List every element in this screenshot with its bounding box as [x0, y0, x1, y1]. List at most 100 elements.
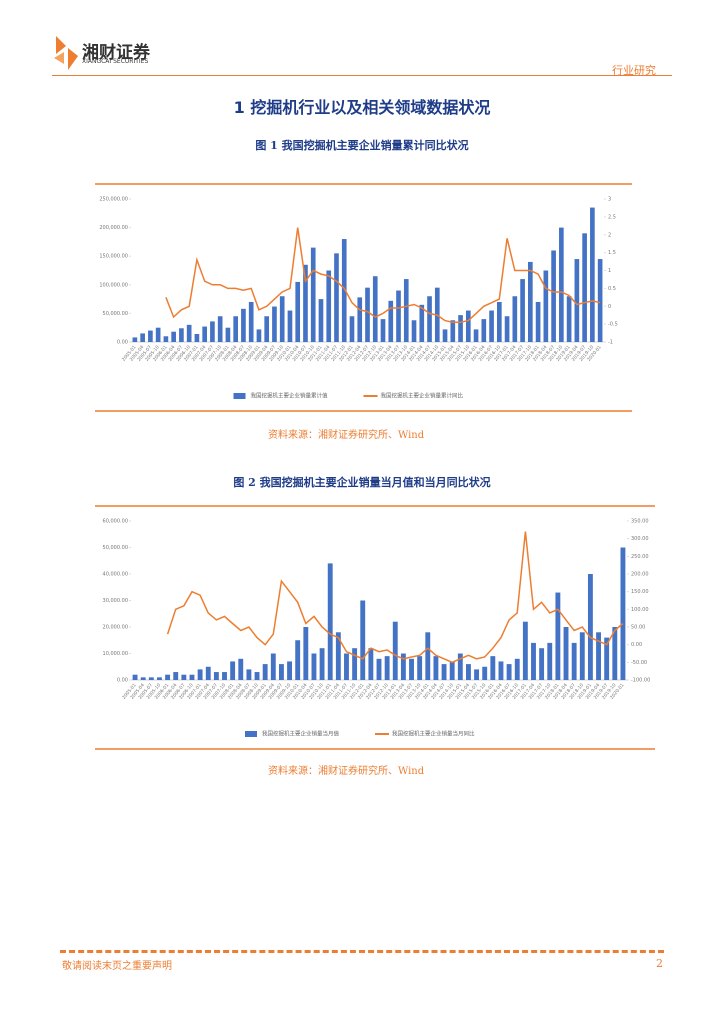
bar: [380, 319, 386, 342]
bar: [566, 296, 572, 342]
bar: [155, 327, 161, 342]
chart: 0.00 10,000.00 20,000.00 30,000.00 40,000.00…: [95, 505, 655, 750]
y2-tick-label: 100.00: [631, 607, 649, 613]
figure-source: 资料来源：湘财证券研究所、Wind: [268, 430, 425, 441]
bar: [360, 600, 366, 680]
bar: [559, 227, 564, 342]
bar: [417, 656, 423, 680]
bar: [264, 316, 270, 342]
bar: [217, 316, 223, 342]
y2-tick-label: -50.00: [631, 660, 647, 666]
chart: 0.00 50,000.00 100,000.00 150,000.00 200,000…: [95, 183, 632, 412]
y2-tick-label: 200.00: [631, 572, 649, 578]
bar: [173, 672, 179, 680]
bar: [272, 306, 277, 342]
bar: [241, 308, 246, 342]
bar: [246, 669, 252, 680]
bar: [427, 296, 432, 342]
bar: [179, 328, 184, 342]
bar: [365, 287, 370, 342]
bar: [409, 658, 414, 680]
figure-source: 资料来源：湘财证券研究所、Wind: [268, 766, 425, 777]
bar: [372, 276, 378, 342]
y2-tick-label: -100.00: [631, 678, 650, 684]
y-tick-label: 250,000.00: [99, 197, 128, 203]
bar: [318, 299, 324, 342]
line-series: [165, 227, 601, 324]
bar: [411, 320, 417, 342]
bar: [419, 304, 425, 342]
bar: [563, 627, 569, 680]
report-category: 行业研究: [612, 64, 656, 77]
bar: [620, 547, 626, 680]
bar: [384, 656, 390, 680]
figure-title: 我国挖掘机主要企业销量当月值和当月同比状况: [259, 476, 491, 489]
legend-label: 我国挖掘机主要企业销量当月值: [262, 730, 340, 738]
y-tick-label: 40,000.00: [103, 572, 128, 578]
header-rule: [52, 75, 672, 76]
y-tick-label: 150,000.00: [99, 254, 128, 260]
bar: [449, 661, 455, 680]
bar: [303, 627, 309, 680]
bar: [279, 296, 285, 342]
bar: [310, 247, 316, 342]
bar: [388, 300, 394, 342]
bar: [458, 315, 463, 342]
bar: [512, 296, 518, 342]
bar: [352, 648, 358, 680]
bar: [433, 656, 439, 680]
bar: [604, 637, 610, 680]
y2-tick-label: 50.00: [631, 625, 645, 631]
bar: [368, 648, 374, 680]
company-name-en: XIANGCAI SECURITIES: [82, 58, 149, 65]
legend-swatch: [233, 393, 246, 399]
bar: [442, 329, 448, 342]
bar: [522, 621, 528, 680]
y2-tick-label: 0: [608, 304, 611, 310]
legend-label: 我国挖掘机主要企业销量累计值: [251, 392, 329, 400]
y2-tick-label: 350.00: [631, 519, 649, 525]
bar: [506, 664, 512, 680]
bar: [547, 642, 553, 680]
y2-tick-label: 0.5: [608, 286, 616, 292]
y-tick-label: 0.00: [117, 340, 128, 346]
bar: [132, 674, 138, 680]
y-tick-label: 100,000.00: [99, 282, 128, 288]
bar: [457, 653, 463, 680]
bar: [165, 674, 171, 680]
y-tick-label: 60,000.00: [103, 519, 128, 525]
bar: [225, 327, 231, 342]
bar: [254, 672, 260, 680]
bar: [148, 330, 153, 342]
bar: [539, 648, 545, 680]
y2-tick-label: 3: [608, 197, 611, 203]
y2-tick-label: -0.5: [608, 322, 618, 328]
bar: [474, 669, 480, 680]
bar: [489, 310, 494, 342]
figure-caption: 图 1 我国挖掘机主要企业销量累计同比状况: [0, 137, 724, 153]
y-tick-label: 50,000.00: [103, 311, 128, 317]
bar: [357, 297, 363, 342]
bar: [425, 632, 431, 680]
bar: [163, 336, 169, 342]
y-tick-label: 20,000.00: [103, 625, 128, 631]
legend-swatch: [245, 731, 257, 737]
y-tick-label: 0.00: [117, 678, 128, 684]
bar: [157, 677, 162, 680]
bar: [213, 672, 219, 680]
y2-tick-label: 0.00: [631, 642, 642, 648]
bar: [189, 674, 195, 680]
bar: [531, 642, 536, 680]
bar: [248, 301, 254, 342]
bar: [326, 270, 332, 342]
bar: [596, 632, 601, 680]
section-heading: 1 挖掘机行业以及相关领域数据状况: [0, 94, 724, 118]
bar: [341, 239, 347, 342]
page-number: 2: [656, 957, 663, 970]
bar: [582, 233, 587, 342]
figure-caption: 图 2 我国挖掘机主要企业销量当月值和当月同比状况: [0, 474, 724, 490]
legend-label: 我国挖掘机主要企业销量当月同比: [392, 730, 475, 738]
bar: [612, 627, 618, 680]
bar: [295, 281, 301, 342]
